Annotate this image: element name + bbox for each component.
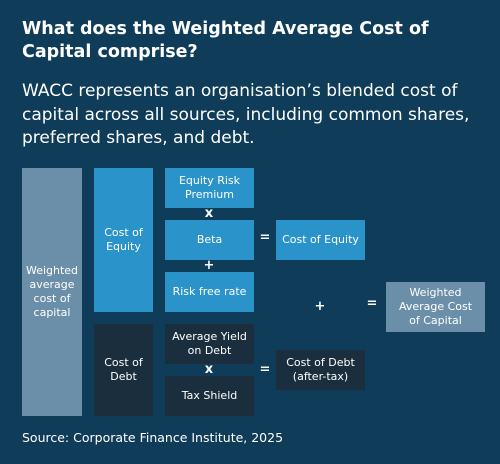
wacc-box: Weighted average cost of capital [22, 168, 82, 416]
cost-of-debt-after-tax-box: Cost of Debt (after-tax) [276, 350, 365, 390]
times-operator: x [204, 206, 214, 221]
wacc-result-box: Weighted Average Cost of Capital [386, 282, 485, 332]
page-title: What does the Weighted Average Cost of C… [22, 19, 429, 62]
equals-operator: = [259, 362, 271, 377]
average-yield-on-debt-box: Average Yield on Debt [165, 324, 254, 364]
times-operator: x [204, 362, 214, 377]
intro-text: WACC represents an organisation’s blende… [22, 81, 470, 148]
source-caption: Source: Corporate Finance Institute, 202… [22, 430, 284, 445]
equals-operator: = [366, 296, 378, 311]
plus-operator: + [203, 258, 215, 273]
equity-risk-premium-box: Equity Risk Premium [165, 168, 254, 208]
tax-shield-box: Tax Shield [165, 376, 254, 416]
beta-box: Beta [165, 220, 254, 260]
cost-of-equity-result-box: Cost of Equity [276, 220, 365, 260]
risk-free-rate-box: Risk free rate [165, 272, 254, 312]
plus-operator: + [314, 299, 326, 314]
equals-operator: = [259, 230, 271, 245]
cost-of-equity-box: Cost of Equity [94, 168, 153, 312]
cost-of-debt-box: Cost of Debt [94, 324, 153, 416]
